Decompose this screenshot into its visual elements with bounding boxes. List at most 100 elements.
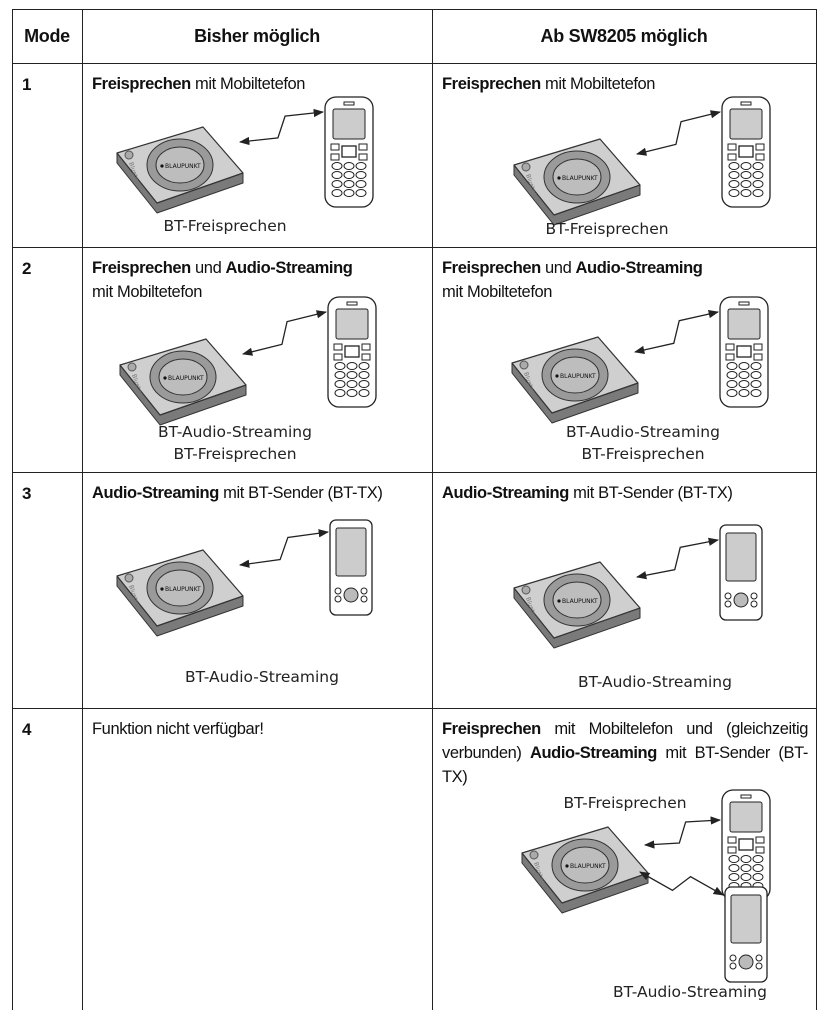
phone-key <box>343 171 355 179</box>
caption: BT-Freisprechen <box>545 220 668 238</box>
device-ring <box>543 150 611 204</box>
device-label: BLAUPUNKT <box>165 586 201 593</box>
text: und <box>540 259 576 277</box>
device: BLAUPUNKT Bluetooth <box>116 126 244 214</box>
signal-arrow <box>643 816 722 849</box>
caption: BT-Freisprechen <box>163 217 286 235</box>
phone-key <box>343 189 355 197</box>
phone-key <box>334 389 346 397</box>
text: mit Mobiltetefon <box>442 283 553 301</box>
bold-text: Freisprechen <box>442 75 541 93</box>
signal-arrow <box>238 108 325 146</box>
phone-key <box>752 180 764 188</box>
device-side-label: Bluetooth <box>127 161 144 191</box>
description: Funktion nicht verfügbar! <box>92 717 427 741</box>
phone-body <box>724 886 768 983</box>
mode-number: 3 <box>22 484 32 503</box>
device-dot <box>163 376 167 380</box>
phone-key <box>334 362 346 370</box>
device-side <box>513 164 641 226</box>
rule <box>12 472 816 473</box>
phone-key <box>331 162 343 170</box>
phone-key <box>358 380 370 388</box>
phone-key <box>738 362 750 370</box>
phone-key <box>725 343 735 351</box>
phone-key <box>726 380 738 388</box>
device-side-label: Bluetooth <box>524 596 541 626</box>
rule <box>12 708 816 709</box>
phone-screen <box>725 532 757 582</box>
phone-key <box>333 343 343 351</box>
phone-key <box>346 362 358 370</box>
text: mit BT-Sender (BT-TX) <box>568 484 733 502</box>
bold-text: Audio-Streaming <box>225 259 353 277</box>
rule <box>12 247 816 248</box>
rule <box>816 9 817 1010</box>
phone-key <box>750 371 762 379</box>
phone-nav <box>738 954 754 970</box>
phone-key <box>752 855 764 863</box>
phone-key <box>729 954 737 962</box>
phone-key <box>755 836 765 844</box>
caption: BT-Audio-Streaming <box>185 668 339 686</box>
phone-key <box>755 143 765 151</box>
text: mit Mobiltelefon und (gleichzeitig verbu… <box>442 720 808 762</box>
device-label: BLAUPUNKT <box>570 863 606 870</box>
device-face <box>552 158 602 196</box>
device-label: BLAUPUNKT <box>560 373 596 380</box>
description: Audio-Streaming mit BT-Sender (BT-TX) <box>92 481 427 505</box>
phone-key <box>728 855 740 863</box>
phone <box>324 96 374 208</box>
phone-key <box>755 153 765 161</box>
signal-arrow <box>241 310 328 356</box>
phone-key <box>728 882 740 890</box>
phone-screen <box>729 801 763 833</box>
phone-key <box>755 846 765 854</box>
phone-key <box>750 380 762 388</box>
phone-key <box>355 171 367 179</box>
caption: BT-Freisprechen <box>563 794 686 812</box>
bold-text: Freisprechen <box>442 720 541 738</box>
bold-text: Audio-Streaming <box>529 744 657 762</box>
text: mit Mobiltetefon <box>190 75 306 93</box>
phone <box>721 789 771 901</box>
phone-speaker <box>740 101 752 106</box>
bold-text: Audio-Streaming <box>575 259 703 277</box>
signal-arrow <box>635 110 722 156</box>
phone-key <box>358 143 368 151</box>
device-face <box>155 569 205 607</box>
device-face <box>560 846 610 884</box>
device-dot <box>565 864 569 868</box>
rule <box>12 63 816 64</box>
phone-key <box>358 371 370 379</box>
device-face <box>550 356 600 394</box>
device-label: BLAUPUNKT <box>168 375 204 382</box>
phone-key <box>343 162 355 170</box>
device-ring <box>541 348 609 402</box>
device-side <box>521 852 649 914</box>
phone-screen <box>727 308 761 340</box>
phone-key <box>728 171 740 179</box>
phone-key <box>752 873 764 881</box>
device: BLAUPUNKT Bluetooth <box>511 336 639 424</box>
description: Freisprechen und Audio-Streaming mit Mob… <box>92 256 427 304</box>
phone-nav <box>738 838 754 851</box>
phone-key <box>726 362 738 370</box>
phone-key <box>755 954 763 962</box>
device-ring <box>146 561 214 615</box>
phone-key <box>361 343 371 351</box>
phone-key <box>727 836 737 844</box>
phone-key <box>740 180 752 188</box>
phone-key <box>740 855 752 863</box>
phone-key <box>740 864 752 872</box>
device-side <box>511 362 639 424</box>
rule <box>12 9 816 10</box>
phone-key <box>724 600 732 608</box>
phone-key <box>361 353 371 361</box>
description: Freisprechen mit Mobiltelefon und (gleic… <box>442 717 808 789</box>
device-button <box>529 850 539 860</box>
phone-key <box>360 595 368 603</box>
phone-key <box>334 595 342 603</box>
